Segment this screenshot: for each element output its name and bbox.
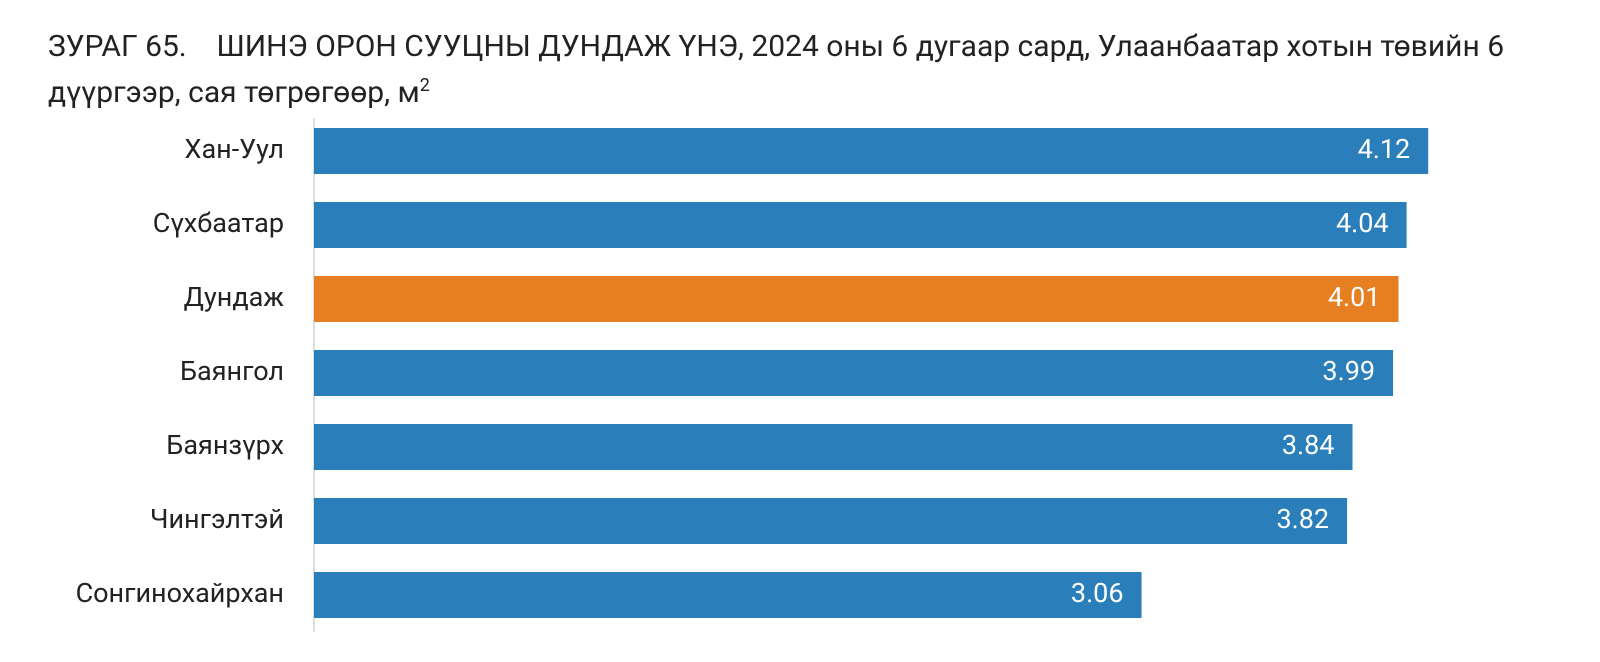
- bar: [314, 424, 1353, 470]
- y-tick-label: Баянзүрх: [166, 429, 284, 461]
- bar: [314, 202, 1407, 248]
- bar: [314, 128, 1429, 174]
- y-tick-label: Чингэлтэй: [150, 503, 284, 535]
- value-label: 3.06: [1071, 577, 1124, 609]
- chart-title-block: ЗУРАГ 65. ШИНЭ ОРОН СУУЦНЫ ДУНДАЖ ҮНЭ, 2…: [48, 24, 1548, 116]
- title-superscript: 2: [419, 75, 430, 96]
- y-tick-label: Сүхбаатар: [153, 207, 284, 239]
- value-label: 4.04: [1336, 207, 1389, 239]
- value-label: 3.82: [1276, 503, 1329, 535]
- y-tick-label: Баянгол: [180, 355, 284, 387]
- chart-title: ШИНЭ ОРОН СУУЦНЫ ДУНДАЖ ҮНЭ, 2024 оны 6 …: [48, 29, 1505, 110]
- value-label: 3.99: [1322, 355, 1375, 387]
- bar: [314, 498, 1348, 544]
- figure-label: ЗУРАГ 65.: [48, 29, 187, 64]
- value-label: 4.12: [1358, 133, 1411, 165]
- bar: [314, 276, 1399, 322]
- bar: [314, 572, 1142, 618]
- y-tick-label: Хан-Уул: [185, 133, 284, 165]
- y-tick-label: Сонгинохайрхан: [76, 577, 284, 609]
- value-label: 4.01: [1328, 281, 1381, 313]
- y-tick-label: Дундаж: [184, 281, 285, 313]
- value-label: 3.84: [1282, 429, 1335, 461]
- bar: [314, 350, 1394, 396]
